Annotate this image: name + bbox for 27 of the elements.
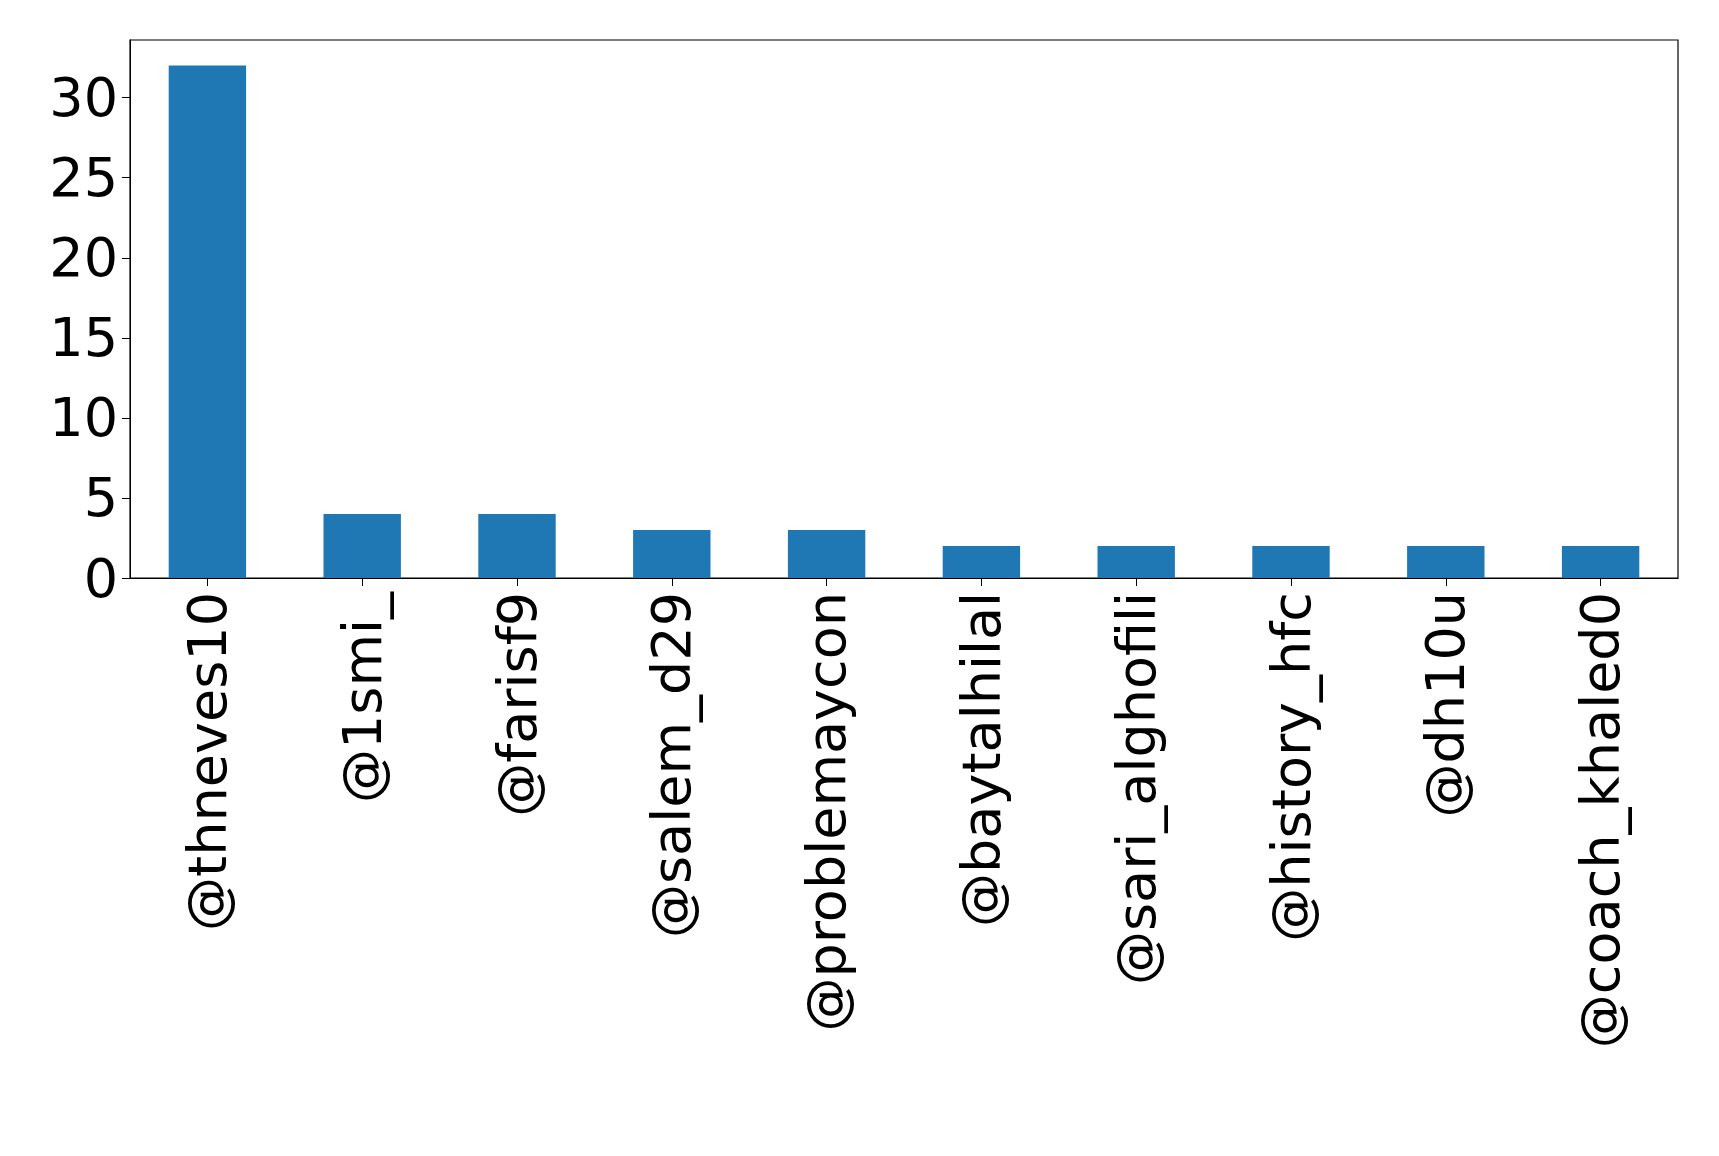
y-tick-label: 0 — [83, 546, 118, 610]
x-tick-label: @history_hfc — [1259, 592, 1323, 942]
bar — [1561, 545, 1640, 578]
y-tick-label: 10 — [49, 386, 118, 450]
y-tick-label: 5 — [83, 466, 118, 530]
x-tick-label: @problemaycon — [795, 592, 859, 1032]
bar — [787, 529, 866, 578]
bar — [633, 529, 711, 578]
bar — [168, 65, 247, 578]
bar — [323, 513, 401, 578]
y-tick-label: 15 — [49, 306, 118, 370]
x-tick-label: @1smi_ — [330, 591, 394, 804]
y-tick-label: 20 — [49, 226, 118, 290]
bar — [1252, 545, 1330, 578]
x-tick-label: @baytalhilal — [949, 592, 1013, 927]
x-tick-label: @thneves10 — [175, 592, 239, 931]
bar — [478, 513, 556, 578]
x-tick-label: @salem_d29 — [640, 592, 704, 939]
x-tick-label: @farisf9 — [485, 592, 549, 817]
bar — [942, 545, 1021, 578]
y-tick-label: 25 — [49, 146, 118, 210]
bar — [1407, 545, 1485, 578]
x-tick-label: @dh10u — [1414, 592, 1478, 818]
y-tick-label: 30 — [49, 66, 118, 130]
x-tick-label: @coach_khaled0 — [1569, 592, 1633, 1049]
x-tick-label: @sari_alghofili — [1104, 592, 1168, 986]
bar — [1097, 545, 1175, 578]
